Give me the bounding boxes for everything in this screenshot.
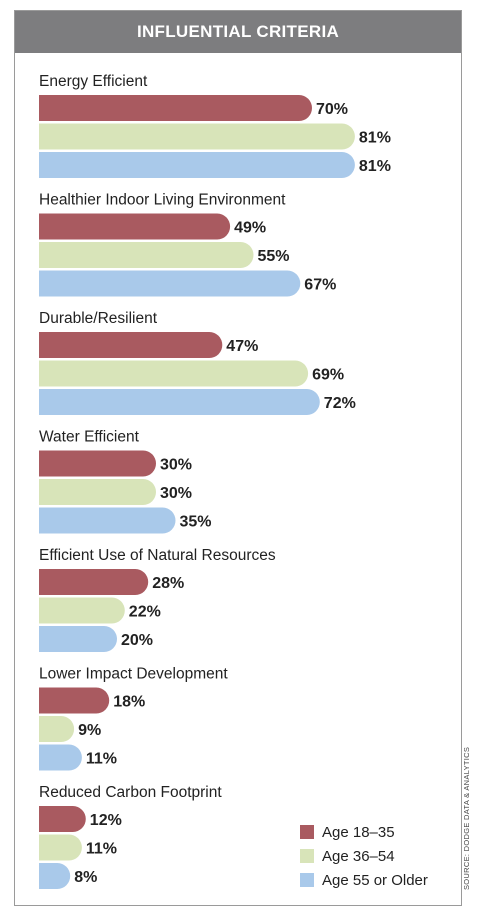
bar-efficient-use-of-natural-resources-age-55-or-older: [39, 626, 117, 652]
bar-energy-efficient-age-18-35: [39, 95, 312, 121]
chart-title: INFLUENTIAL CRITERIA: [15, 11, 461, 53]
data-label-lower-impact-development-age-36-54: 9%: [78, 722, 101, 739]
legend-swatch-age-36-54: [300, 849, 314, 863]
legend-swatch-age-18-35: [300, 825, 314, 839]
bar-reduced-carbon-footprint-age-36-54: [39, 834, 82, 861]
source-note: SOURCE: DODGE DATA & ANALYTICS: [462, 746, 471, 890]
data-label-durable-resilient-age-55-or-older: 72%: [324, 395, 356, 412]
data-label-energy-efficient-age-36-54: 81%: [359, 130, 391, 147]
bar-reduced-carbon-footprint-age-55-or-older: [39, 863, 71, 889]
bar-lower-impact-development-age-55-or-older: [39, 744, 82, 771]
legend-item-age-18-35: Age 18–35: [300, 820, 428, 844]
data-label-energy-efficient-age-55-or-older: 81%: [359, 158, 391, 175]
data-label-lower-impact-development-age-18-35: 18%: [113, 694, 145, 711]
bar-healthier-indoor-living-environment-age-36-54: [39, 242, 254, 268]
legend-item-age-36-54: Age 36–54: [300, 844, 428, 868]
data-label-water-efficient-age-55-or-older: 35%: [180, 514, 212, 531]
bar-energy-efficient-age-55-or-older: [39, 152, 355, 178]
category-label-healthier-indoor-living-environment: Healthier Indoor Living Environment: [39, 192, 286, 209]
category-label-reduced-carbon-footprint: Reduced Carbon Footprint: [39, 784, 222, 801]
bar-durable-resilient-age-55-or-older: [39, 389, 320, 415]
bar-efficient-use-of-natural-resources-age-18-35: [39, 569, 149, 595]
data-label-energy-efficient-age-18-35: 70%: [316, 101, 348, 118]
category-label-lower-impact-development: Lower Impact Development: [39, 666, 228, 683]
bar-water-efficient-age-55-or-older: [39, 507, 176, 534]
bar-water-efficient-age-18-35: [39, 450, 156, 477]
data-label-durable-resilient-age-18-35: 47%: [226, 338, 258, 355]
data-label-reduced-carbon-footprint-age-18-35: 12%: [90, 812, 122, 829]
data-label-healthier-indoor-living-environment-age-36-54: 55%: [258, 248, 290, 265]
data-label-water-efficient-age-18-35: 30%: [160, 457, 192, 474]
category-label-water-efficient: Water Efficient: [39, 429, 140, 446]
bar-reduced-carbon-footprint-age-18-35: [39, 806, 86, 832]
data-label-healthier-indoor-living-environment-age-55-or-older: 67%: [304, 277, 336, 294]
data-label-efficient-use-of-natural-resources-age-18-35: 28%: [152, 575, 184, 592]
legend: Age 18–35 Age 36–54 Age 55 or Older: [300, 820, 428, 892]
data-label-water-efficient-age-36-54: 30%: [160, 485, 192, 502]
category-label-durable-resilient: Durable/Resilient: [39, 310, 158, 327]
data-label-reduced-carbon-footprint-age-36-54: 11%: [86, 841, 117, 858]
bar-water-efficient-age-36-54: [39, 479, 156, 505]
data-label-healthier-indoor-living-environment-age-18-35: 49%: [234, 220, 266, 237]
legend-swatch-age-55-plus: [300, 873, 314, 887]
legend-label-age-55-plus: Age 55 or Older: [322, 871, 428, 889]
legend-label-age-18-35: Age 18–35: [322, 823, 395, 841]
bar-durable-resilient-age-36-54: [39, 360, 309, 387]
data-label-efficient-use-of-natural-resources-age-36-54: 22%: [129, 604, 161, 621]
bar-lower-impact-development-age-36-54: [39, 716, 75, 742]
category-label-efficient-use-of-natural-resources: Efficient Use of Natural Resources: [39, 547, 276, 564]
data-label-efficient-use-of-natural-resources-age-55-or-older: 20%: [121, 632, 153, 649]
legend-label-age-36-54: Age 36–54: [322, 847, 395, 865]
bar-healthier-indoor-living-environment-age-55-or-older: [39, 270, 301, 297]
legend-item-age-55-plus: Age 55 or Older: [300, 868, 428, 892]
bar-durable-resilient-age-18-35: [39, 332, 223, 358]
bar-lower-impact-development-age-18-35: [39, 687, 110, 714]
bar-healthier-indoor-living-environment-age-18-35: [39, 213, 231, 240]
category-label-energy-efficient: Energy Efficient: [39, 73, 148, 90]
data-label-lower-impact-development-age-55-or-older: 11%: [86, 751, 117, 768]
data-label-reduced-carbon-footprint-age-55-or-older: 8%: [74, 869, 97, 886]
bar-efficient-use-of-natural-resources-age-36-54: [39, 597, 125, 624]
bar-energy-efficient-age-36-54: [39, 123, 355, 150]
data-label-durable-resilient-age-36-54: 69%: [312, 367, 344, 384]
